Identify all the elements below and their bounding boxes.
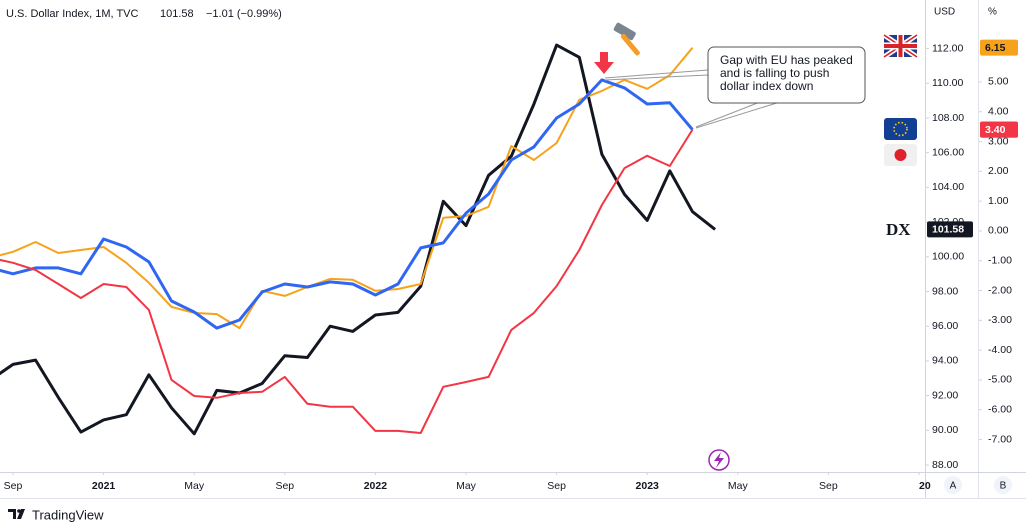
x-tick-label: 2022	[364, 480, 388, 492]
y2-tick-label: -6.00	[988, 404, 1012, 416]
x-tick-label: Sep	[819, 480, 838, 492]
brand-logo	[8, 509, 25, 519]
annotation-line: and is falling to push	[720, 66, 829, 80]
scale-button[interactable]	[994, 476, 1012, 494]
annotation-pointer	[695, 101, 781, 129]
y-tick-label: 88.00	[932, 459, 958, 471]
scale-button-label[interactable]: B	[1000, 481, 1007, 492]
x-tick-label: May	[456, 480, 477, 492]
y-tick-label: 104.00	[932, 181, 964, 193]
y-tick-label: 110.00	[932, 77, 963, 89]
annotation-pointer	[604, 69, 709, 79]
hammer-icon	[613, 22, 640, 56]
y2-axis-title: %	[988, 7, 997, 18]
annotation-line: dollar index down	[720, 79, 813, 93]
annotation-line: Gap with EU has peaked	[720, 53, 853, 67]
x-tick-label: 2021	[92, 480, 116, 492]
x-tick-label: Sep	[4, 480, 23, 492]
price-badge-label: 6.15	[985, 42, 1006, 54]
header-price: 101.58	[160, 8, 194, 20]
y2-tick-label: -4.00	[988, 344, 1012, 356]
price-badge-label: 101.58	[932, 224, 964, 236]
y2-tick-label: -5.00	[988, 374, 1012, 386]
y-tick-label: 92.00	[932, 389, 958, 401]
japan-flag	[884, 144, 917, 166]
x-tick-label: Sep	[275, 480, 294, 492]
y2-tick-label: 0.00	[988, 225, 1009, 237]
annotation-pointer	[695, 101, 761, 128]
y-tick-label: 106.00	[932, 146, 964, 158]
down-arrow-icon	[594, 52, 614, 74]
y-tick-label: 96.00	[932, 320, 958, 332]
y-axis-title: USD	[934, 7, 955, 18]
y2-tick-label: 1.00	[988, 195, 1009, 207]
price-badge-label: 3.40	[985, 124, 1006, 136]
y2-tick-label: -7.00	[988, 433, 1012, 445]
uk-flag	[882, 32, 919, 60]
y-tick-label: 90.00	[932, 424, 958, 436]
y-tick-label: 108.00	[932, 112, 964, 124]
series-label: DX	[886, 220, 911, 239]
series-line	[0, 43, 717, 436]
y2-tick-label: -3.00	[988, 314, 1012, 326]
y2-tick-label: -2.00	[988, 284, 1012, 296]
annotation-box	[707, 46, 866, 104]
eu-flag	[884, 118, 917, 140]
x-tick-label: 20	[919, 480, 931, 492]
price-badge	[980, 39, 1018, 56]
y-tick-label: 94.00	[932, 355, 958, 367]
y2-tick-label: 5.00	[988, 76, 1009, 88]
x-tick-label: May	[184, 480, 205, 492]
series-line	[0, 129, 694, 434]
chart-title: U.S. Dollar Index, 1M, TVC	[6, 8, 139, 20]
y-tick-label: 98.00	[932, 285, 958, 297]
price-badge	[927, 221, 973, 238]
y2-tick-label: 4.00	[988, 106, 1009, 118]
y2-tick-label: 3.00	[988, 135, 1009, 147]
x-tick-label: Sep	[547, 480, 566, 492]
annotation-pointer	[604, 74, 709, 81]
y2-tick-label: -1.00	[988, 255, 1012, 267]
y-tick-label: 112.00	[932, 42, 963, 54]
brand-name: TradingView	[32, 507, 104, 522]
series-line	[0, 78, 694, 330]
plot-area	[0, 43, 717, 436]
y-tick-label: 100.00	[932, 251, 964, 263]
scale-button-label[interactable]: A	[950, 481, 957, 492]
y2-tick-label: 2.00	[988, 165, 1009, 177]
x-tick-label: May	[728, 480, 749, 492]
header-change: −1.01 (−0.99%)	[206, 8, 282, 20]
x-tick-label: 2023	[636, 480, 660, 492]
event-icon	[708, 449, 730, 471]
scale-button[interactable]	[944, 476, 962, 494]
price-badge	[980, 121, 1018, 138]
